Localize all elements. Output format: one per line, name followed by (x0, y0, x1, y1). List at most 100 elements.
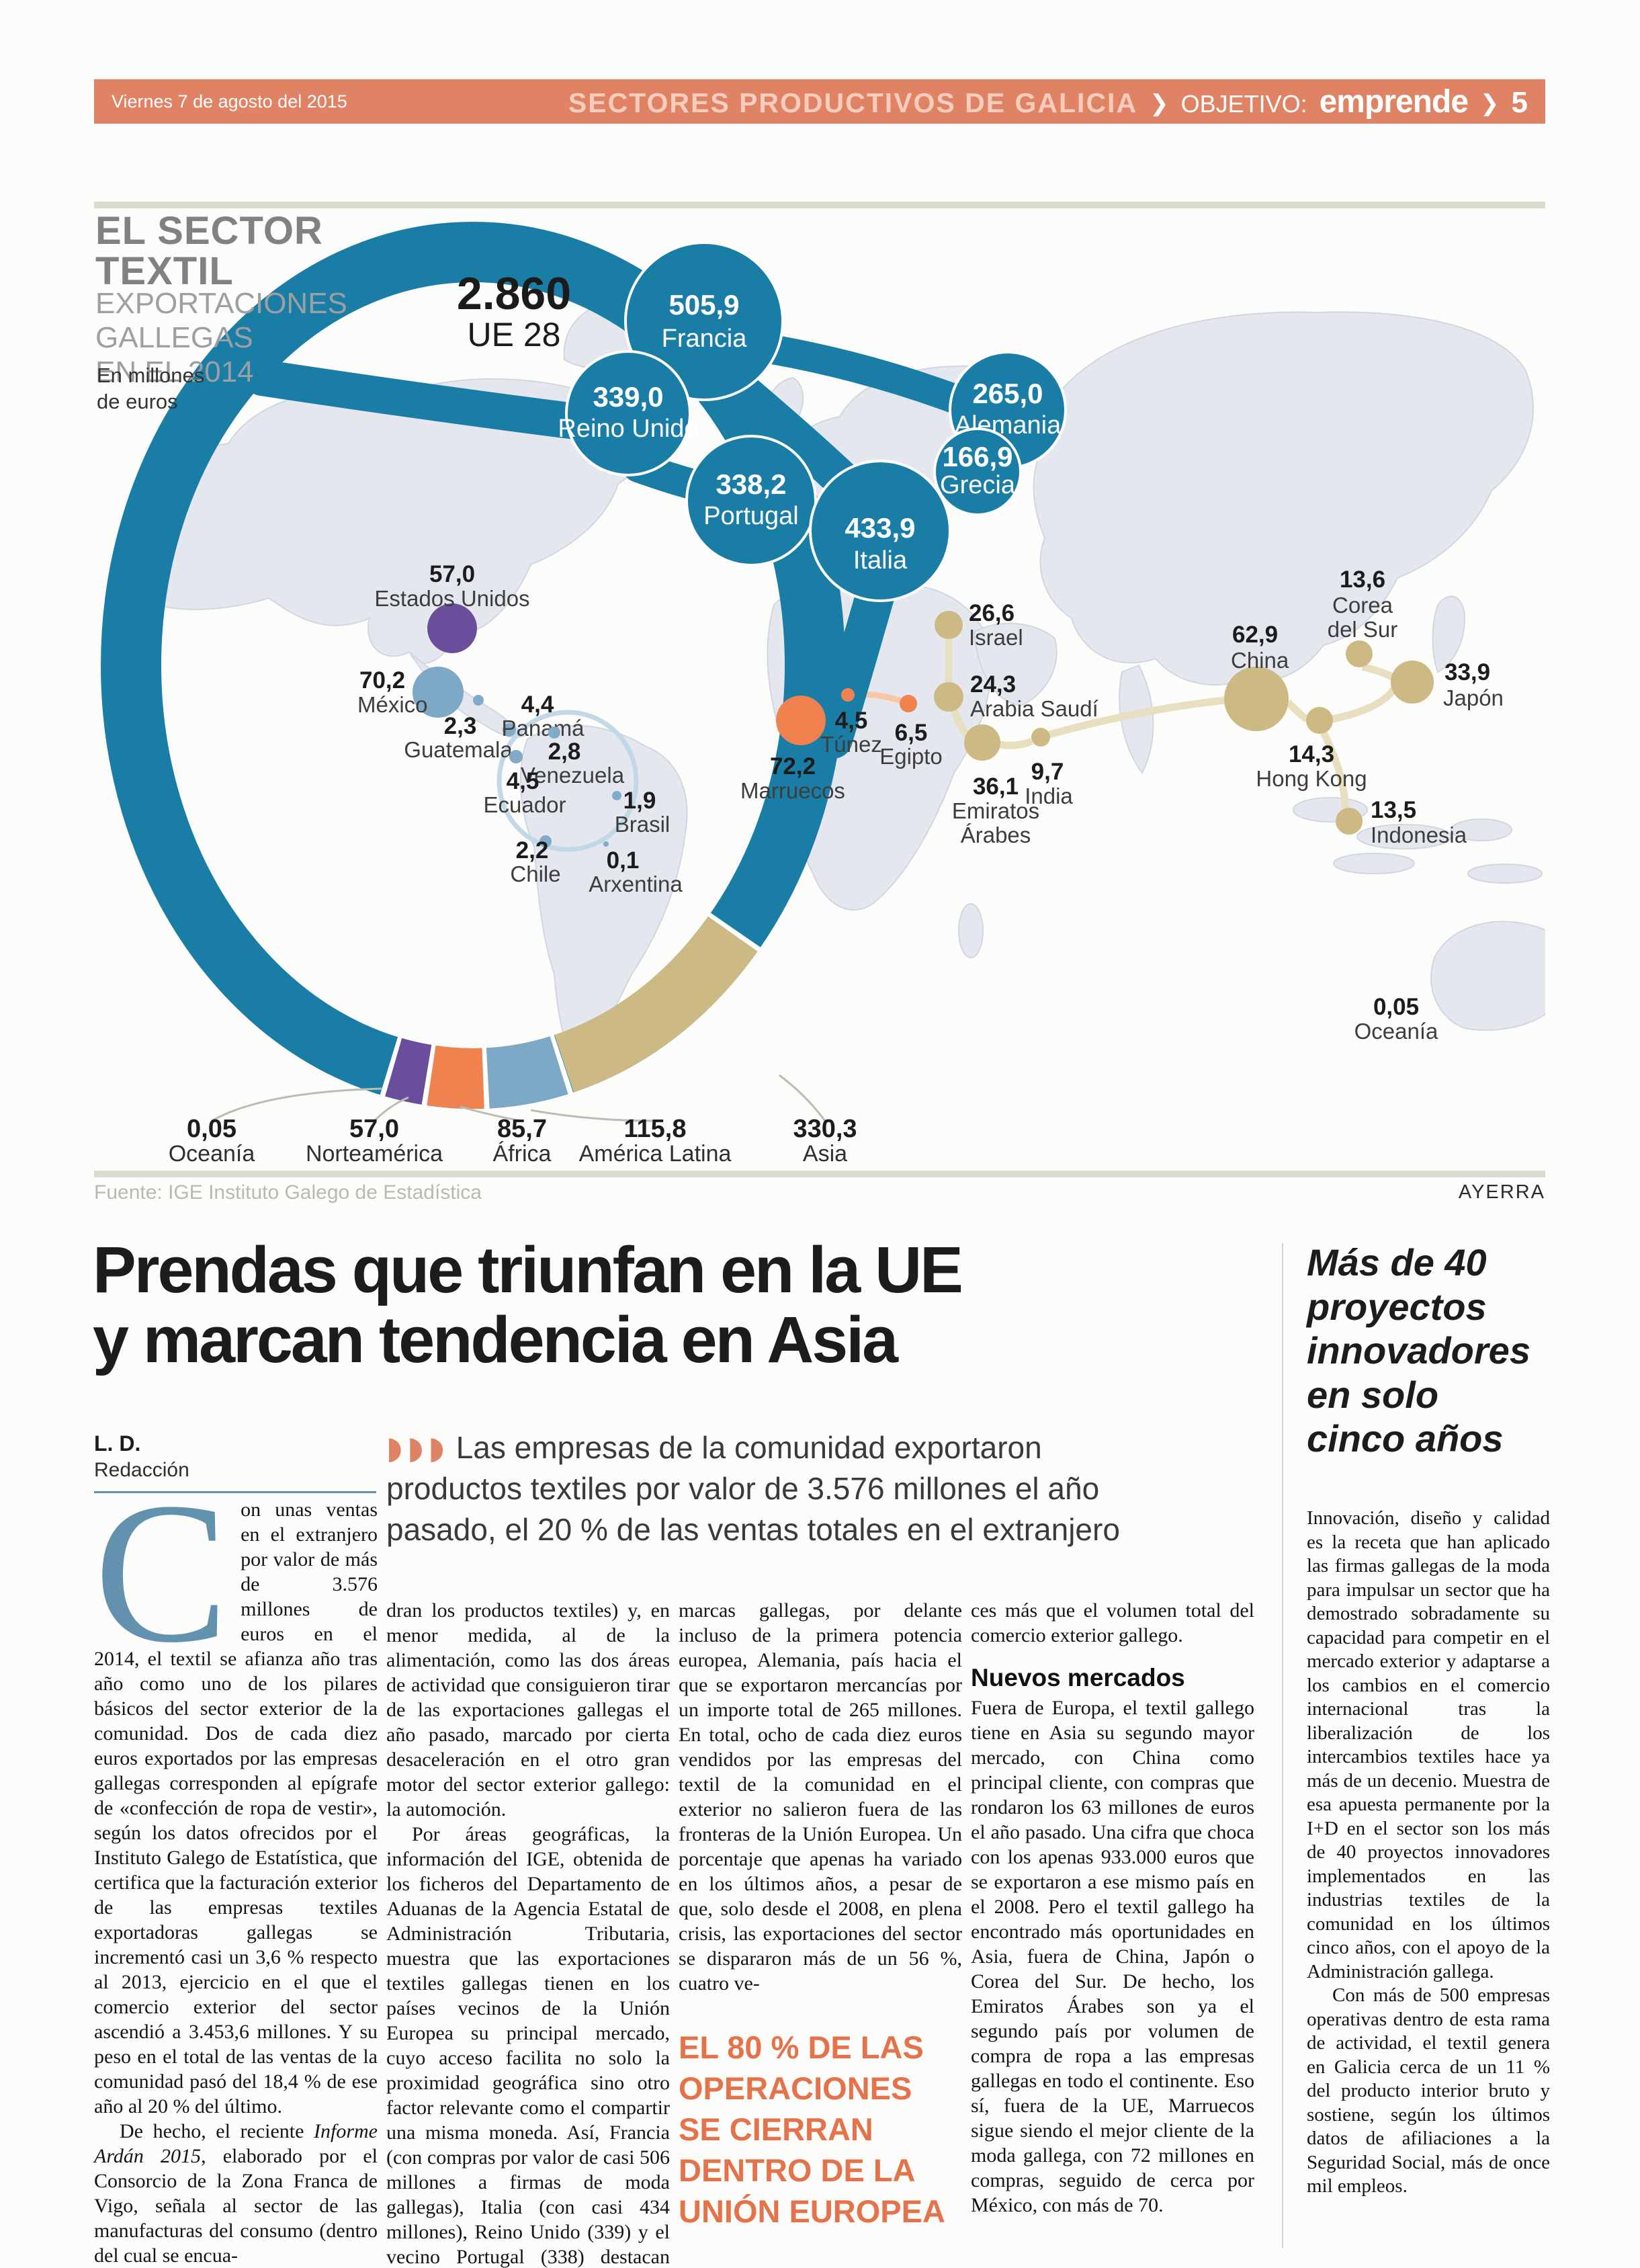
legend-value-Oceanía: 0,05 (187, 1115, 236, 1143)
country-value-arabia-saudi: 24,3 (970, 671, 1016, 698)
byline-rule (94, 1491, 376, 1493)
country-name-venezuela: Venezuela (521, 763, 625, 788)
ring-africa-segment (101, 222, 845, 1109)
country-value-egipto: 6,5 (895, 720, 928, 746)
country-name-estados-unidos: Estados Unidos (374, 586, 529, 611)
byline-author: L. D. (94, 1431, 141, 1456)
sidebar-column: Innovación, diseño y calidad es la recet… (1307, 1507, 1550, 2259)
sidebar-headline: Más de 40 proyectos innovadores en solo … (1307, 1241, 1530, 1460)
country-bubble-israel (935, 611, 963, 639)
country-bubble-japon (1391, 661, 1434, 704)
country-value-indonesia: 13,5 (1371, 797, 1416, 823)
infographic-top-rule (94, 202, 1545, 208)
header-right: SECTORES PRODUCTIVOS DE GALICIA ❯ OBJETI… (568, 83, 1528, 120)
country-name-chile: Chile (510, 862, 560, 886)
country-name-israel: Israel (969, 625, 1023, 650)
eu-bubble-value-grecia: 166,9 (942, 441, 1012, 472)
italic-report-title: Informe Ardán 2015 (94, 2120, 378, 2167)
country-bubble-mexico (413, 667, 464, 718)
country-name-guatemala: Guatemala (404, 737, 513, 762)
infographic-unit: En millones de euros (97, 364, 205, 413)
paragraph: ces más que el volumen total del comerci… (971, 1599, 1254, 1646)
eu-bubble-name-francia: Francia (662, 325, 748, 353)
paragraph-text: on unas ventas en el extranjero por valo… (94, 1499, 378, 2117)
country-bubble-guatemala (473, 695, 484, 706)
legend-value-América Latina: 115,8 (624, 1115, 687, 1143)
country-name-indonesia: Indonesia (1371, 823, 1467, 847)
eu-bubble-value-portugal: 338,2 (716, 468, 786, 500)
country-bubble-india (1031, 728, 1050, 747)
standfirst-text: Las empresas de la comunidad exportaron … (386, 1430, 1120, 1548)
chevron-icon: ❯ (1480, 89, 1500, 117)
legend-value-Norteamérica: 57,0 (349, 1115, 399, 1143)
country-name-india: India (1025, 784, 1073, 808)
eu-bubble-name-italia: Italia (853, 546, 908, 575)
country-bubble-venezuela (548, 726, 560, 739)
country-bubble-ecuador (509, 750, 523, 763)
country-value-hong-kong: 14,3 (1289, 741, 1334, 767)
header-date: Viernes 7 de agosto del 2015 (112, 91, 347, 112)
section-title: SECTORES PRODUCTIVOS DE GALICIA (568, 87, 1138, 118)
country-name-china: China (1231, 648, 1289, 673)
country-value-india: 9,7 (1031, 759, 1064, 785)
country-value-oceania: 0,05 (1373, 994, 1419, 1020)
header-bar: Viernes 7 de agosto del 2015 SECTORES PR… (94, 79, 1545, 124)
standfirst: ◗◗◗ Las empresas de la comunidad exportar… (386, 1427, 1193, 1551)
country-value-arxentina: 0,1 (607, 847, 640, 874)
article-headline: Prendas que triunfan en la UE y marcan t… (93, 1233, 963, 1376)
country-value-japon: 33,9 (1444, 659, 1490, 685)
country-name-oceania: Oceanía (1354, 1019, 1438, 1044)
country-value-china: 62,9 (1232, 622, 1278, 648)
legend-name-Oceanía: Oceanía (169, 1141, 255, 1167)
country-name-corea-del-sur: Corea (1332, 593, 1393, 618)
eu-bubble-grecia (933, 427, 1022, 516)
country-name-marruecos: Marruecos (740, 778, 845, 803)
country-bubble-tunez (841, 688, 855, 702)
legend-name-Norteamérica: Norteamérica (306, 1141, 443, 1167)
eu-bubble-name-grecia: Grecia (940, 471, 1016, 499)
country-name-japon: Japón (1443, 685, 1504, 710)
total-value: 2.860 (457, 268, 571, 319)
country-name2-corea-del-sur: del Sur (1328, 617, 1398, 642)
infographic-subtitle: EXPORTACIONES GALLEGAS EN EL 2014 (95, 287, 347, 389)
country-value-panama: 4,4 (521, 691, 554, 718)
country-name-arabia-saudi: Arabia Saudí (970, 696, 1098, 721)
eu-bubble-value-alemania: 265,0 (972, 378, 1043, 409)
paragraph-text: De hecho, el reciente (120, 2120, 314, 2142)
country-value-ecuador: 4,5 (507, 768, 540, 794)
america-latina-ring (497, 710, 639, 852)
country-value-emiratos-arabes: 36,1 (973, 773, 1019, 800)
country-bubble-estados-unidos (427, 603, 477, 653)
source-credit: Fuente: IGE Instituto Galego de Estadíst… (94, 1181, 482, 1204)
country-value-israel: 26,6 (969, 600, 1015, 626)
byline-block: L. D. Redacción (94, 1431, 376, 1493)
country-bubble-chile (540, 835, 552, 847)
eu-bubble-name-reino-unido: Reino Unido (558, 415, 698, 443)
country-bubble-hong-kong (1306, 707, 1333, 734)
country-bubble-brasil (612, 791, 621, 800)
eu-bubble-value-reino-unido: 339,0 (593, 381, 663, 413)
country-name-emiratos-arabes: Emiratos (952, 798, 1039, 823)
paragraph: Fuera de Europa, el textil gallego tiene… (971, 1697, 1254, 2216)
objetivo-label: OBJETIVO: (1180, 89, 1307, 118)
page-number: 5 (1511, 85, 1528, 119)
legend-name-Asia: Asia (803, 1141, 847, 1167)
legend-value-África: 85,7 (497, 1115, 547, 1143)
country-name-tunez: Túnez (820, 732, 882, 757)
eu-bubble-francia (624, 241, 784, 401)
eu-bubble-name-portugal: Portugal (703, 502, 799, 530)
infographic-bottom-rule (94, 1171, 1545, 1177)
chevron-icon: ❯ (1150, 89, 1169, 117)
country-value-brasil: 1,9 (623, 788, 656, 814)
country-value-tunez: 4,5 (835, 708, 868, 734)
drop-cap: C (94, 1461, 229, 1684)
column-divider (1282, 1243, 1283, 2248)
country-bubble-arabia-saudi (934, 682, 963, 712)
country-value-corea-del-sur: 13,6 (1340, 566, 1385, 593)
emprende-brand: emprende (1319, 83, 1469, 120)
country-name-ecuador: Ecuador (484, 792, 566, 817)
